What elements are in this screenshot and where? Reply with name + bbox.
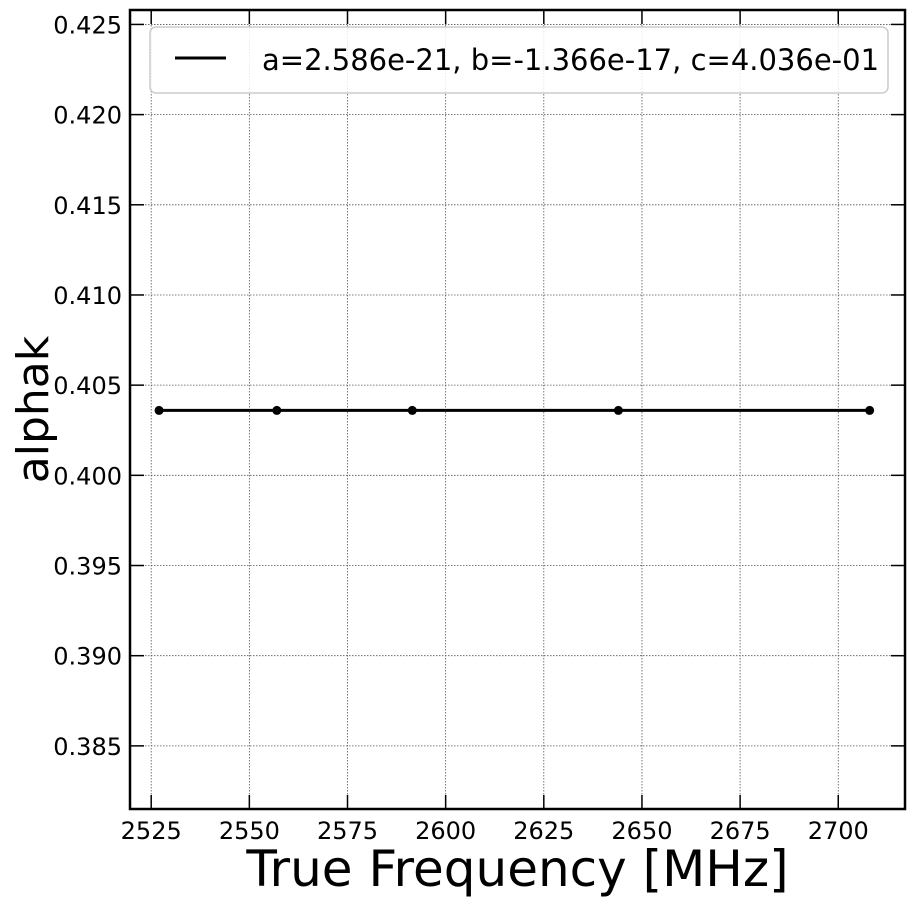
data-point: [272, 405, 282, 415]
y-axis-title: alphak: [8, 335, 59, 483]
x-axis-title: True Frequency [MHz]: [245, 840, 788, 898]
y-tick-label: 0.385: [53, 733, 122, 761]
x-tick-label: 2700: [808, 817, 869, 845]
y-tick-label: 0.400: [53, 462, 122, 490]
x-tick-label: 2600: [415, 817, 476, 845]
x-tick-label: 2675: [710, 817, 771, 845]
data-point: [154, 405, 164, 415]
y-tick-label: 0.425: [53, 11, 122, 39]
y-tick-label: 0.390: [53, 643, 122, 671]
y-tick-label: 0.415: [53, 192, 122, 220]
plot-frame: [128, 8, 907, 811]
x-tick-label: 2650: [611, 817, 672, 845]
x-tick-label: 2625: [513, 817, 574, 845]
tick-labels: 2525 2550 2575 2600 2625 2650 2675 2700 0.385 0.3…: [53, 11, 869, 845]
x-tick-label: 2550: [219, 817, 280, 845]
ticks: [130, 10, 905, 809]
x-tick-label: 2575: [317, 817, 378, 845]
y-tick-label: 0.395: [53, 553, 122, 581]
data-point: [407, 405, 417, 415]
legend-box: [149, 26, 889, 94]
y-tick-label: 0.420: [53, 102, 122, 130]
data-point: [613, 405, 623, 415]
x-tick-label: 2525: [121, 817, 182, 845]
series-layer: [154, 405, 875, 415]
y-tick-label: 0.410: [53, 282, 122, 310]
legend: a=2.586e-21, b=-1.366e-17, c=4.036e-01: [149, 26, 889, 94]
y-tick-label: 0.405: [53, 372, 122, 400]
data-point: [865, 405, 875, 415]
legend-entry-label: a=2.586e-21, b=-1.366e-17, c=4.036e-01: [262, 43, 879, 77]
